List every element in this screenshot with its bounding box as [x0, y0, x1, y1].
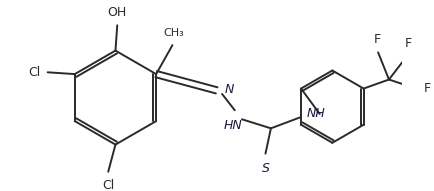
Text: Cl: Cl [28, 66, 40, 79]
Text: S: S [261, 162, 269, 175]
Text: F: F [404, 37, 411, 50]
Text: NH: NH [306, 107, 325, 120]
Text: CH₃: CH₃ [164, 28, 184, 38]
Text: F: F [422, 82, 429, 95]
Text: Cl: Cl [102, 179, 114, 191]
Text: N: N [224, 83, 233, 96]
Text: OH: OH [107, 6, 127, 19]
Text: F: F [373, 33, 380, 46]
Text: HN: HN [223, 119, 242, 132]
